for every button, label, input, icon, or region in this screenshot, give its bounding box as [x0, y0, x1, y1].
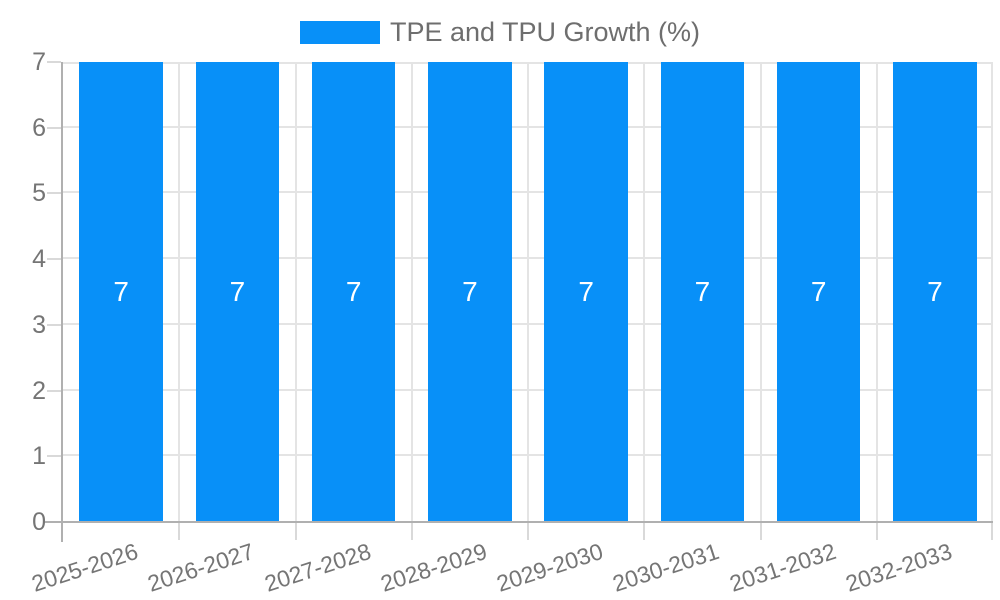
bar-value-label: 7: [810, 276, 827, 307]
chart-legend[interactable]: TPE and TPU Growth (%): [0, 17, 1000, 47]
y-tick-label: 7: [32, 48, 46, 76]
legend-label: TPE and TPU Growth (%): [389, 16, 701, 47]
y-tick-label: 6: [32, 113, 46, 142]
y-axis-line: [61, 62, 63, 542]
legend-swatch: [299, 20, 380, 44]
y-tick-label: 5: [32, 179, 46, 208]
bar[interactable]: 7: [79, 62, 163, 522]
bar-cell: 7: [412, 62, 528, 522]
x-gridline: [527, 62, 529, 522]
bar[interactable]: 7: [776, 62, 861, 522]
bar-value-label: 7: [578, 276, 594, 307]
bar-cell: 7: [528, 62, 644, 522]
x-tick-mark: [759, 523, 762, 540]
bar[interactable]: 7: [893, 62, 977, 522]
x-gridline: [294, 62, 297, 522]
bar-cell: 7: [761, 62, 877, 522]
bar-value-label: 7: [345, 276, 362, 307]
x-gridline: [991, 62, 993, 522]
bar-cell: 7: [179, 62, 295, 522]
x-gridline: [759, 62, 762, 522]
y-tick-mark: [47, 323, 61, 326]
y-tick-label: 3: [32, 310, 46, 339]
y-tick-mark: [47, 126, 61, 129]
x-tick-mark: [875, 523, 878, 540]
bar-cell: 7: [644, 62, 760, 522]
x-gridline: [178, 62, 181, 522]
bar[interactable]: 7: [311, 62, 396, 522]
x-gridline: [875, 62, 878, 522]
bar-cell: 7: [877, 62, 993, 522]
bar[interactable]: 7: [428, 62, 512, 522]
x-axis-line: [45, 521, 993, 523]
y-tick-mark: [47, 61, 61, 63]
y-tick-label: 4: [32, 245, 46, 274]
x-tick-mark: [178, 523, 181, 540]
bar-value-label: 7: [462, 276, 478, 307]
bar[interactable]: 7: [195, 62, 280, 522]
bars-container: 7 7 7 7 7 7 7 7: [63, 62, 993, 522]
x-tick-mark: [527, 523, 529, 540]
bar-value-label: 7: [694, 276, 711, 307]
y-tick-mark: [47, 389, 61, 392]
bar-cell: 7: [296, 62, 412, 522]
x-gridline: [410, 62, 413, 522]
x-tick-mark: [991, 523, 993, 540]
y-tick-label: 0: [32, 508, 46, 536]
x-tick-mark: [294, 523, 297, 540]
bar-value-label: 7: [229, 276, 246, 307]
y-tick-label: 1: [32, 442, 46, 471]
x-tick-mark: [410, 523, 413, 540]
bar[interactable]: 7: [660, 62, 745, 522]
bar-cell: 7: [63, 62, 179, 522]
y-tick-mark: [47, 455, 61, 458]
x-tick-mark: [643, 523, 646, 540]
bar[interactable]: 7: [544, 62, 628, 522]
y-tick-label: 2: [32, 376, 46, 405]
plot-area: 7 7 7 7 7 7 7 7: [63, 62, 993, 522]
bar-value-label: 7: [927, 276, 943, 307]
bar-value-label: 7: [113, 276, 129, 307]
y-tick-mark: [47, 192, 61, 195]
y-tick-mark: [47, 258, 61, 261]
x-gridline: [643, 62, 646, 522]
